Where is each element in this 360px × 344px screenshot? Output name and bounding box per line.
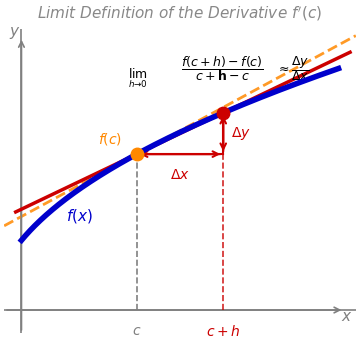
- Text: $\dfrac{f(c+h)-f(c)}{c+\mathbf{h}-c}$: $\dfrac{f(c+h)-f(c)}{c+\mathbf{h}-c}$: [181, 54, 264, 83]
- Text: $\approx \dfrac{\Delta y}{\Delta x}$: $\approx \dfrac{\Delta y}{\Delta x}$: [276, 54, 309, 83]
- Text: $y$: $y$: [9, 25, 20, 41]
- Title: Limit Definition of the Derivative $f'(c)$: Limit Definition of the Derivative $f'(c…: [37, 4, 323, 23]
- Text: $x$: $x$: [341, 309, 353, 324]
- Text: $f(x)$: $f(x)$: [66, 207, 93, 225]
- Text: $c$: $c$: [132, 324, 141, 338]
- Text: $\Delta x$: $\Delta x$: [170, 168, 190, 182]
- Text: $c+h$: $c+h$: [206, 324, 240, 339]
- Text: $\Delta y$: $\Delta y$: [231, 125, 251, 142]
- Text: $\lim_{h \to 0}$: $\lim_{h \to 0}$: [128, 66, 148, 89]
- Text: $f(c)$: $f(c)$: [98, 131, 122, 147]
